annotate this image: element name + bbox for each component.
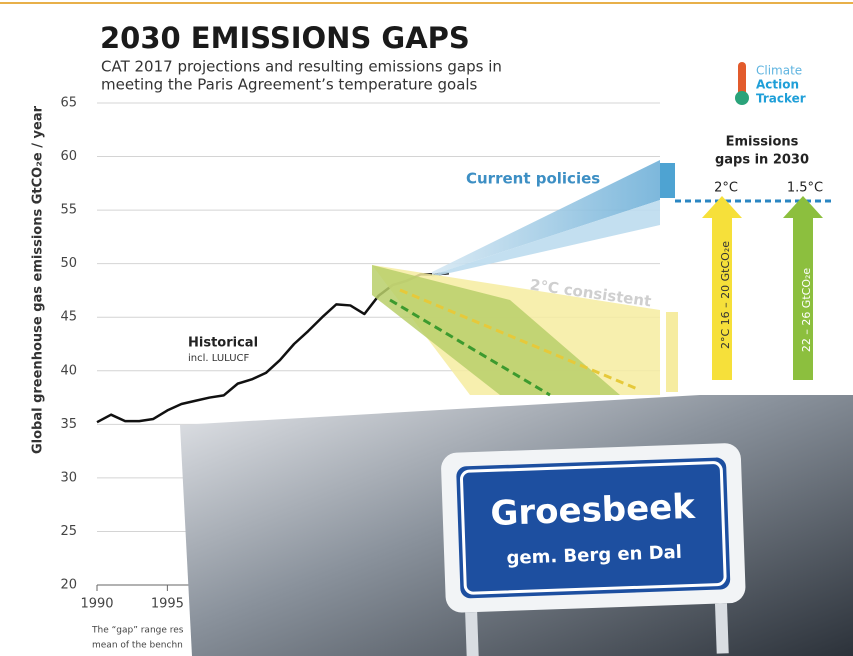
2c-path <box>399 288 641 392</box>
x-tick-label: 1990 <box>80 597 113 612</box>
annotation: Current policies <box>466 170 600 188</box>
sign-border <box>460 461 727 595</box>
gaps-title: gaps in 2030 <box>715 153 809 168</box>
gap-arrow <box>702 196 742 380</box>
current-policies-band <box>432 160 660 275</box>
logo-text: Tracker <box>756 92 806 106</box>
gap-label: 1.5°C <box>787 181 823 196</box>
gap-arrow <box>783 196 823 380</box>
y-tick-label: 55 <box>60 203 77 218</box>
current-policies-bar <box>660 163 675 198</box>
series-label: Historical <box>188 336 258 351</box>
2c-bar <box>666 312 678 392</box>
y-axis-label: Global greenhouse gas emissions GtCO₂e /… <box>31 105 46 454</box>
gap-value: 22 – 26 GtCO₂e <box>800 268 813 353</box>
sign-panel <box>456 457 731 599</box>
sign-post <box>465 611 479 656</box>
y-tick-label: 40 <box>60 363 77 378</box>
pledges-band <box>432 200 660 277</box>
footnote: mean of the benchn <box>92 641 183 651</box>
logo-text: Action <box>756 78 799 92</box>
sign-post <box>714 603 729 654</box>
y-tick-label: 45 <box>60 310 77 325</box>
logo-icon <box>735 91 749 105</box>
subtitle: CAT 2017 projections and resulting emiss… <box>101 58 502 76</box>
y-tick-label: 30 <box>60 470 77 485</box>
subtitle: meeting the Paris Agreement’s temperatur… <box>101 76 478 94</box>
x-tick-label: 1995 <box>151 597 184 612</box>
y-tick-label: 60 <box>60 149 77 164</box>
gaps-title: Emissions <box>726 135 799 150</box>
y-tick-label: 35 <box>60 417 77 432</box>
y-tick-label: 50 <box>60 256 77 271</box>
y-tick-label: 20 <box>60 578 77 593</box>
annotation: incl. LULUCF <box>188 353 250 364</box>
gap-label: 2°C <box>714 181 738 196</box>
y-tick-label: 25 <box>60 524 77 539</box>
logo-text: Climate <box>756 64 802 78</box>
gap-value: 2°C 16 – 20 GtCO₂e <box>719 241 732 349</box>
photo: Groesbeek gem. Berg en Dal <box>180 395 853 656</box>
chart-title: 2030 EMISSIONS GAPS <box>100 21 470 55</box>
sign-name: Groesbeek <box>490 487 697 534</box>
footnote: The “gap” range res <box>91 626 184 636</box>
15c-path <box>389 298 551 397</box>
logo-icon <box>738 62 746 98</box>
y-tick-label: 65 <box>60 96 77 111</box>
